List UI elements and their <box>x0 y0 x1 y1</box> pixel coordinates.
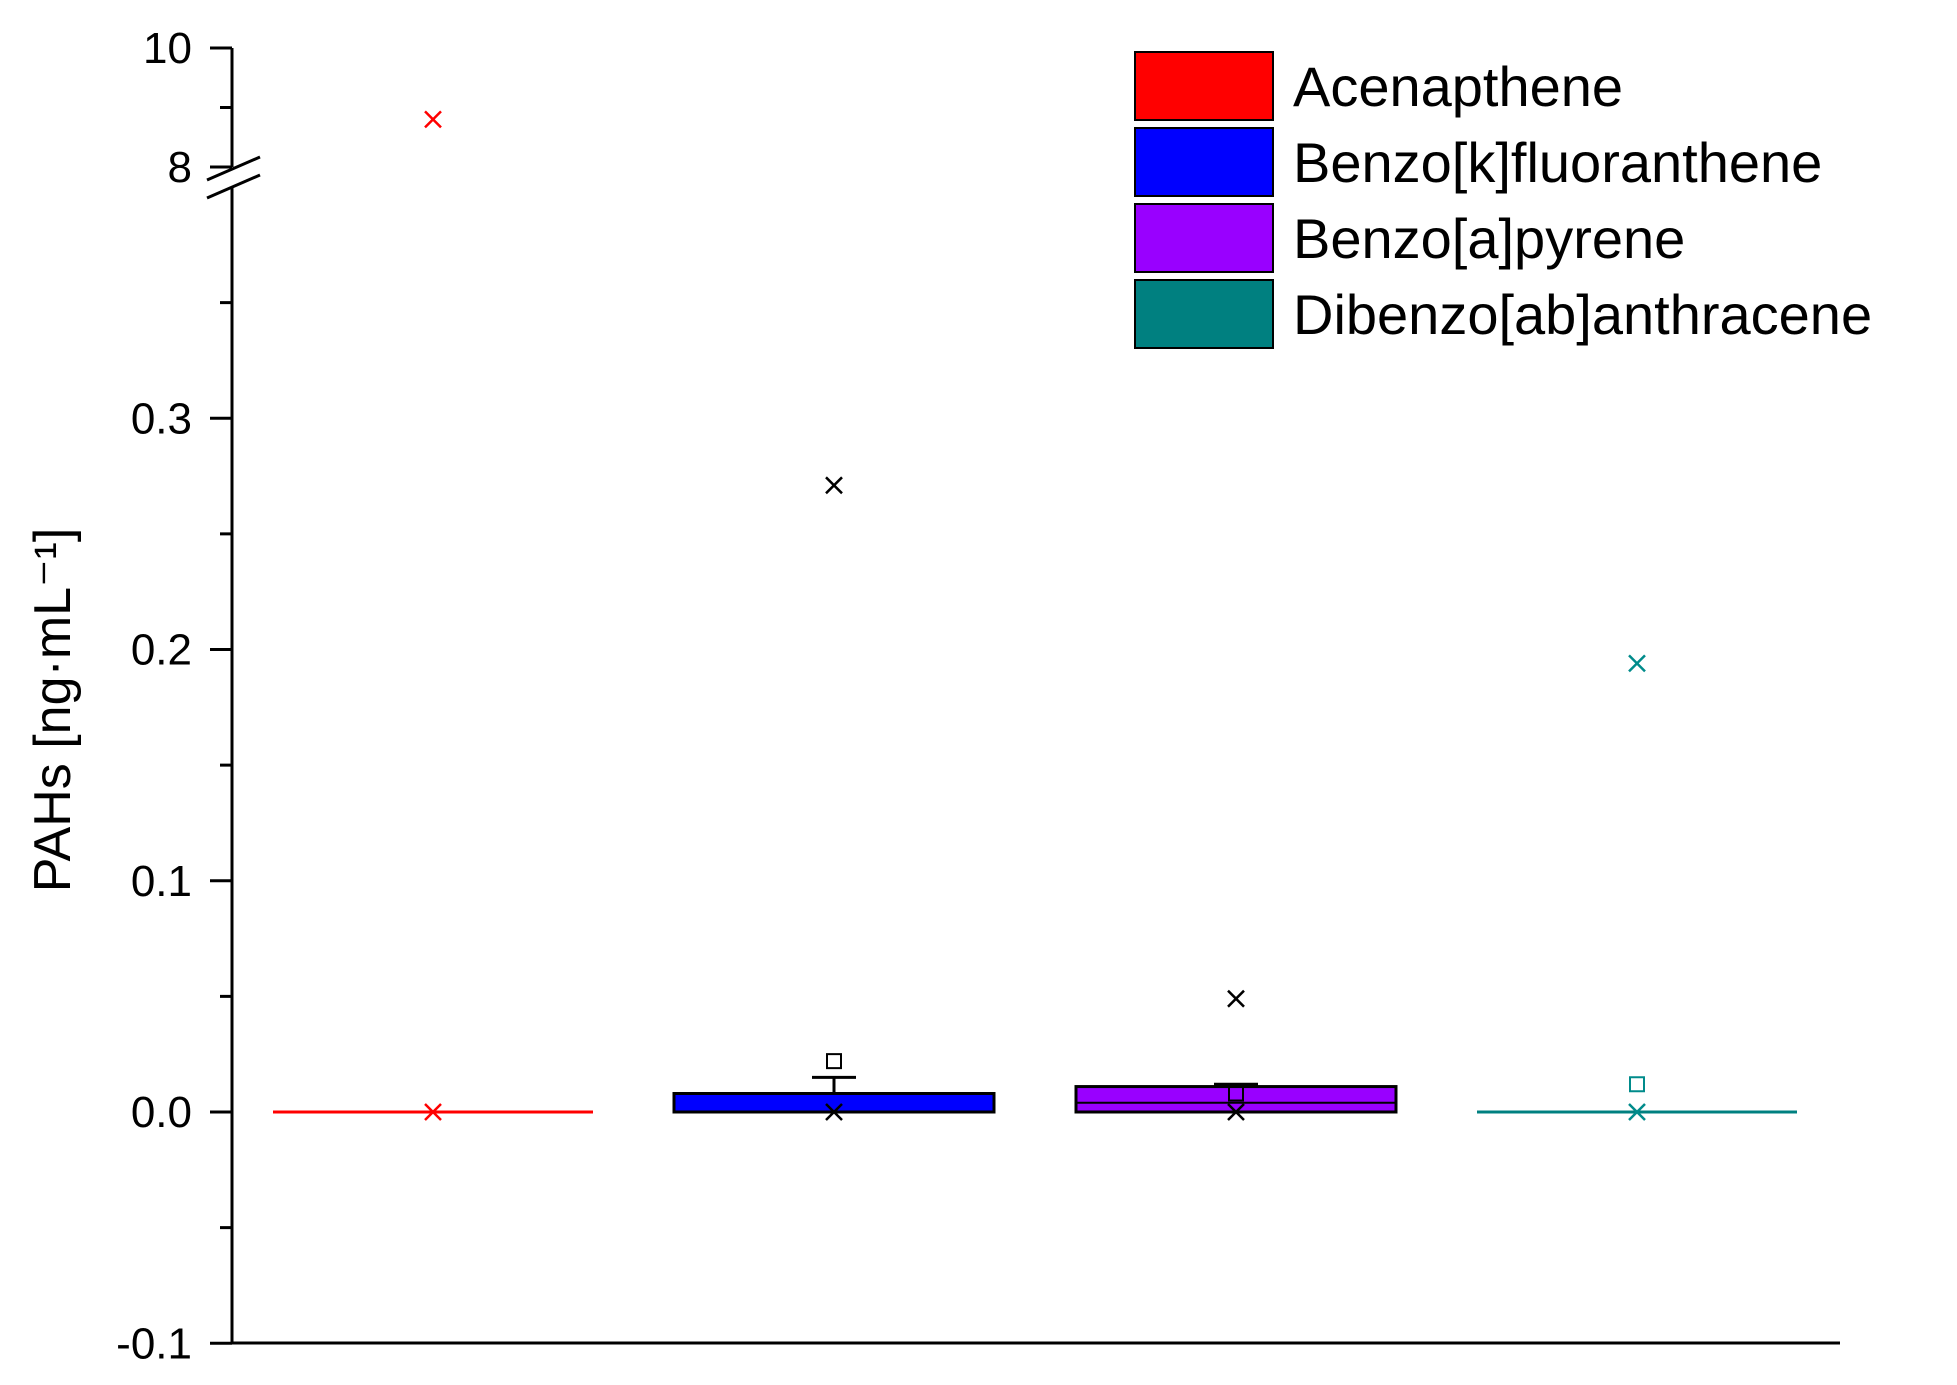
y-tick-label: -0.1 <box>116 1319 192 1368</box>
y-tick-label: 8 <box>168 143 192 192</box>
y-tick-label: 0.0 <box>131 1088 192 1137</box>
legend-label: Benzo[a]pyrene <box>1293 207 1685 270</box>
legend-label: Dibenzo[ab]anthracene <box>1293 283 1872 346</box>
axis-break-mark <box>206 155 261 182</box>
mean-marker <box>826 1053 842 1070</box>
min-marker <box>424 1103 442 1121</box>
legend-label: Benzo[k]fluoranthene <box>1293 131 1822 194</box>
mean-marker <box>1629 1076 1645 1093</box>
max-marker <box>424 110 442 129</box>
y-tick-label: 0.3 <box>131 394 192 443</box>
min-marker <box>1227 1103 1245 1121</box>
max-marker <box>1227 989 1245 1008</box>
legend-swatch <box>1134 279 1274 349</box>
min-marker <box>1628 1103 1646 1121</box>
y-axis-label: PAHs [ng·mL⁻¹] <box>24 528 82 893</box>
legend-swatch <box>1134 203 1274 273</box>
y-tick-label: 10 <box>143 24 192 73</box>
mean-marker <box>1228 1085 1244 1102</box>
y-axis: -0.1 0.0 0.1 0.2 0.3 8 10 <box>116 24 1840 1368</box>
legend-swatch <box>1134 51 1274 121</box>
max-marker <box>1628 654 1646 673</box>
max-marker <box>825 476 843 495</box>
box-rect <box>672 1092 996 1114</box>
legend-swatch <box>1134 127 1274 197</box>
plot-area <box>273 110 1797 1121</box>
legend: Acenapthene Benzo[k]fluoranthene Benzo[a]p… <box>1134 51 1872 349</box>
y-tick-label: 0.1 <box>131 857 192 906</box>
legend-label: Acenapthene <box>1293 55 1623 118</box>
min-marker <box>825 1103 843 1121</box>
axis-break-mark <box>206 173 261 200</box>
y-tick-label: 0.2 <box>131 626 192 675</box>
box-rect <box>1074 1085 1398 1114</box>
